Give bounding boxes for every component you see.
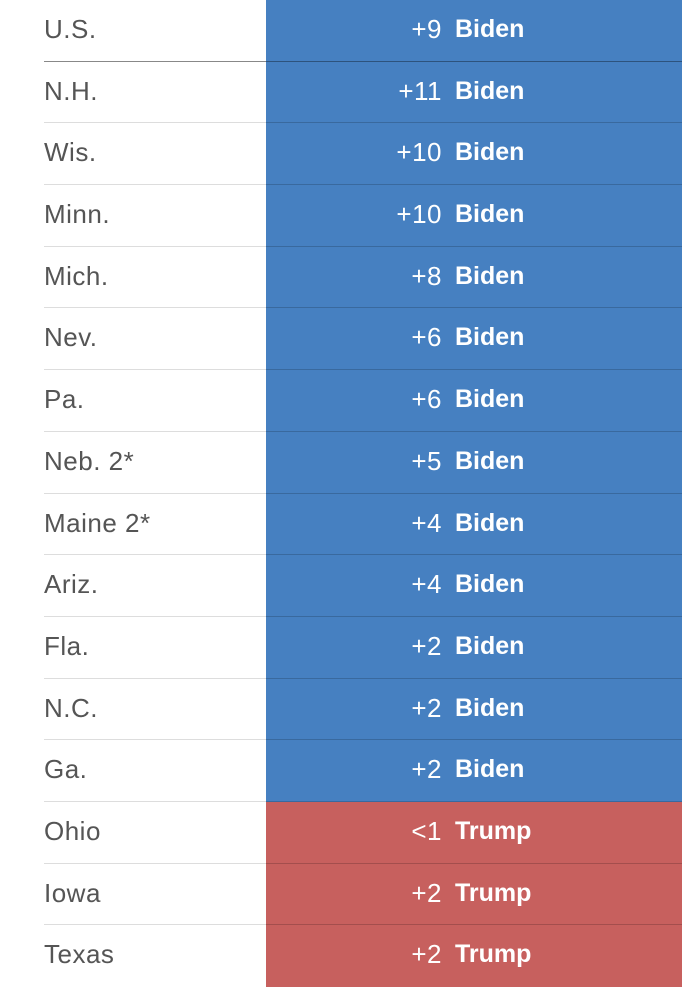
candidate-name: Trump — [455, 878, 532, 907]
candidate-name: Biden — [455, 570, 525, 599]
margin-cell: +4 Biden — [266, 493, 682, 556]
state-label: Minn. — [44, 185, 266, 247]
state-label: N.H. — [44, 62, 266, 124]
margin-cell: +10 Biden — [266, 185, 682, 247]
candidate-name: Biden — [455, 508, 525, 537]
table-row: Fla. +2 Biden — [0, 616, 682, 679]
margin-cell: +8 Biden — [266, 246, 682, 309]
candidate-name: Trump — [455, 940, 532, 969]
margin-value: +10 — [396, 199, 442, 230]
margin-value: +4 — [411, 507, 442, 538]
state-label: Wis. — [44, 123, 266, 186]
candidate-name: Biden — [455, 261, 525, 290]
margin-value: <1 — [411, 815, 442, 846]
candidate-name: Biden — [455, 138, 525, 167]
candidate-name: Biden — [455, 446, 525, 475]
candidate-name: Trump — [455, 816, 532, 845]
state-label: Ariz. — [44, 555, 266, 617]
candidate-name: Biden — [455, 15, 525, 43]
margin-value: +6 — [411, 322, 442, 353]
state-label: N.C. — [44, 679, 266, 741]
table-row: Ariz. +4 Biden — [0, 555, 682, 617]
state-label: Pa. — [44, 370, 266, 432]
margin-value: +9 — [411, 14, 442, 44]
candidate-name: Biden — [455, 200, 525, 229]
margin-value: +11 — [398, 75, 442, 106]
margin-value: +2 — [411, 754, 442, 785]
margin-value: +6 — [411, 384, 442, 415]
margin-cell: <1 Trump — [266, 801, 682, 864]
state-label: Mich. — [44, 247, 266, 309]
margin-cell: +4 Biden — [266, 555, 682, 617]
state-label: Maine 2* — [44, 494, 266, 556]
margin-cell: +10 Biden — [266, 123, 682, 186]
table-row: Wis. +10 Biden — [0, 123, 682, 186]
candidate-name: Biden — [455, 693, 525, 722]
table-row: Ga. +2 Biden — [0, 740, 682, 802]
candidate-name: Biden — [455, 323, 525, 352]
state-label: Fla. — [44, 617, 266, 679]
margin-value: +4 — [411, 569, 442, 600]
margin-cell: +6 Biden — [266, 370, 682, 432]
table-row: U.S. +9 Biden — [0, 0, 682, 62]
margin-cell: +9 Biden — [266, 0, 682, 62]
candidate-name: Biden — [455, 385, 525, 414]
margin-value: +10 — [396, 137, 442, 168]
margin-cell: +2 Biden — [266, 616, 682, 679]
margin-cell: +5 Biden — [266, 431, 682, 494]
table-row: Neb. 2* +5 Biden — [0, 431, 682, 494]
margin-cell: +2 Trump — [266, 925, 682, 987]
table-row: N.H. +11 Biden — [0, 61, 682, 124]
state-label: Ohio — [44, 802, 266, 864]
margin-cell: +2 Trump — [266, 863, 682, 926]
state-label: Ga. — [44, 740, 266, 802]
margin-value: +2 — [411, 877, 442, 908]
state-label: Neb. 2* — [44, 432, 266, 494]
margin-value: +5 — [411, 445, 442, 476]
margin-cell: +2 Biden — [266, 740, 682, 802]
table-row: Maine 2* +4 Biden — [0, 493, 682, 556]
candidate-name: Biden — [455, 76, 525, 105]
table-row: Ohio <1 Trump — [0, 801, 682, 864]
table-row: Nev. +6 Biden — [0, 308, 682, 371]
table-row: Pa. +6 Biden — [0, 370, 682, 432]
margin-value: +8 — [411, 260, 442, 291]
state-label: Nev. — [44, 308, 266, 371]
margin-value: +2 — [411, 939, 442, 970]
margin-value: +2 — [411, 630, 442, 661]
table-row: Iowa +2 Trump — [0, 863, 682, 926]
margin-value: +2 — [411, 692, 442, 723]
candidate-name: Biden — [455, 755, 525, 784]
margin-cell: +6 Biden — [266, 308, 682, 371]
table-row: Mich. +8 Biden — [0, 246, 682, 309]
state-label: Iowa — [44, 864, 266, 926]
table-row: N.C. +2 Biden — [0, 678, 682, 741]
state-label: Texas — [44, 939, 115, 970]
table-row: Minn. +10 Biden — [0, 185, 682, 247]
table-row: Texas +2 Trump — [0, 925, 682, 987]
candidate-name: Biden — [455, 631, 525, 660]
margin-cell: +2 Biden — [266, 678, 682, 741]
state-label: U.S. — [44, 0, 266, 62]
margin-cell: +11 Biden — [266, 61, 682, 124]
